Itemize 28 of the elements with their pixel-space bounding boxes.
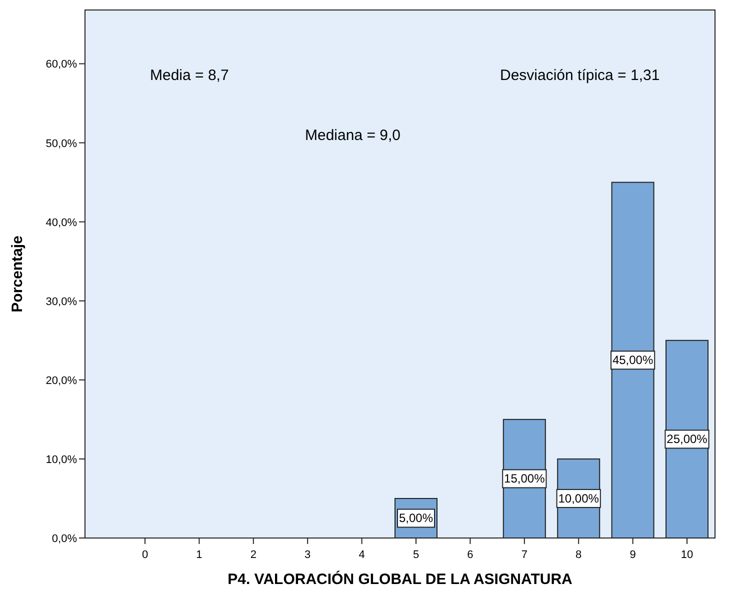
y-tick-label: 40,0% [46, 216, 78, 229]
y-tick-label: 60,0% [46, 58, 78, 71]
x-tick-label: 7 [521, 549, 528, 561]
x-axis-title: P4. VALORACIÓN GLOBAL DE LA ASIGNATURA [228, 570, 573, 588]
x-tick-label: 5 [412, 549, 420, 561]
x-tick-label: 2 [250, 549, 256, 561]
y-tick-label: 10,0% [46, 454, 78, 466]
y-tick-label: 0,0% [52, 533, 78, 545]
y-tick-label: 30,0% [46, 296, 78, 308]
x-tick-label: 1 [196, 549, 202, 561]
data-label: 45,00% [612, 353, 654, 368]
data-label: 10,00% [558, 491, 600, 506]
data-label: 15,00% [504, 472, 546, 486]
data-label: 5,00% [398, 511, 434, 526]
x-tick-label: 6 [467, 549, 474, 561]
annotation: Desviación típica = 1,31 [500, 67, 660, 84]
x-tick-label: 4 [358, 549, 365, 561]
annotation: Mediana = 9,0 [305, 127, 400, 144]
x-tick-label: 0 [142, 549, 148, 561]
data-label: 25,00% [666, 432, 708, 446]
y-axis-title: Porcentaje [9, 236, 26, 312]
x-tick-label: 8 [576, 549, 582, 561]
x-tick-label: 3 [304, 549, 311, 561]
annotation: Media = 8,7 [150, 67, 229, 84]
y-tick-label: 50,0% [46, 138, 78, 150]
x-tick-label: 9 [630, 549, 636, 561]
x-tick-label: 10 [680, 549, 694, 561]
y-tick-label: 20,0% [46, 374, 78, 387]
